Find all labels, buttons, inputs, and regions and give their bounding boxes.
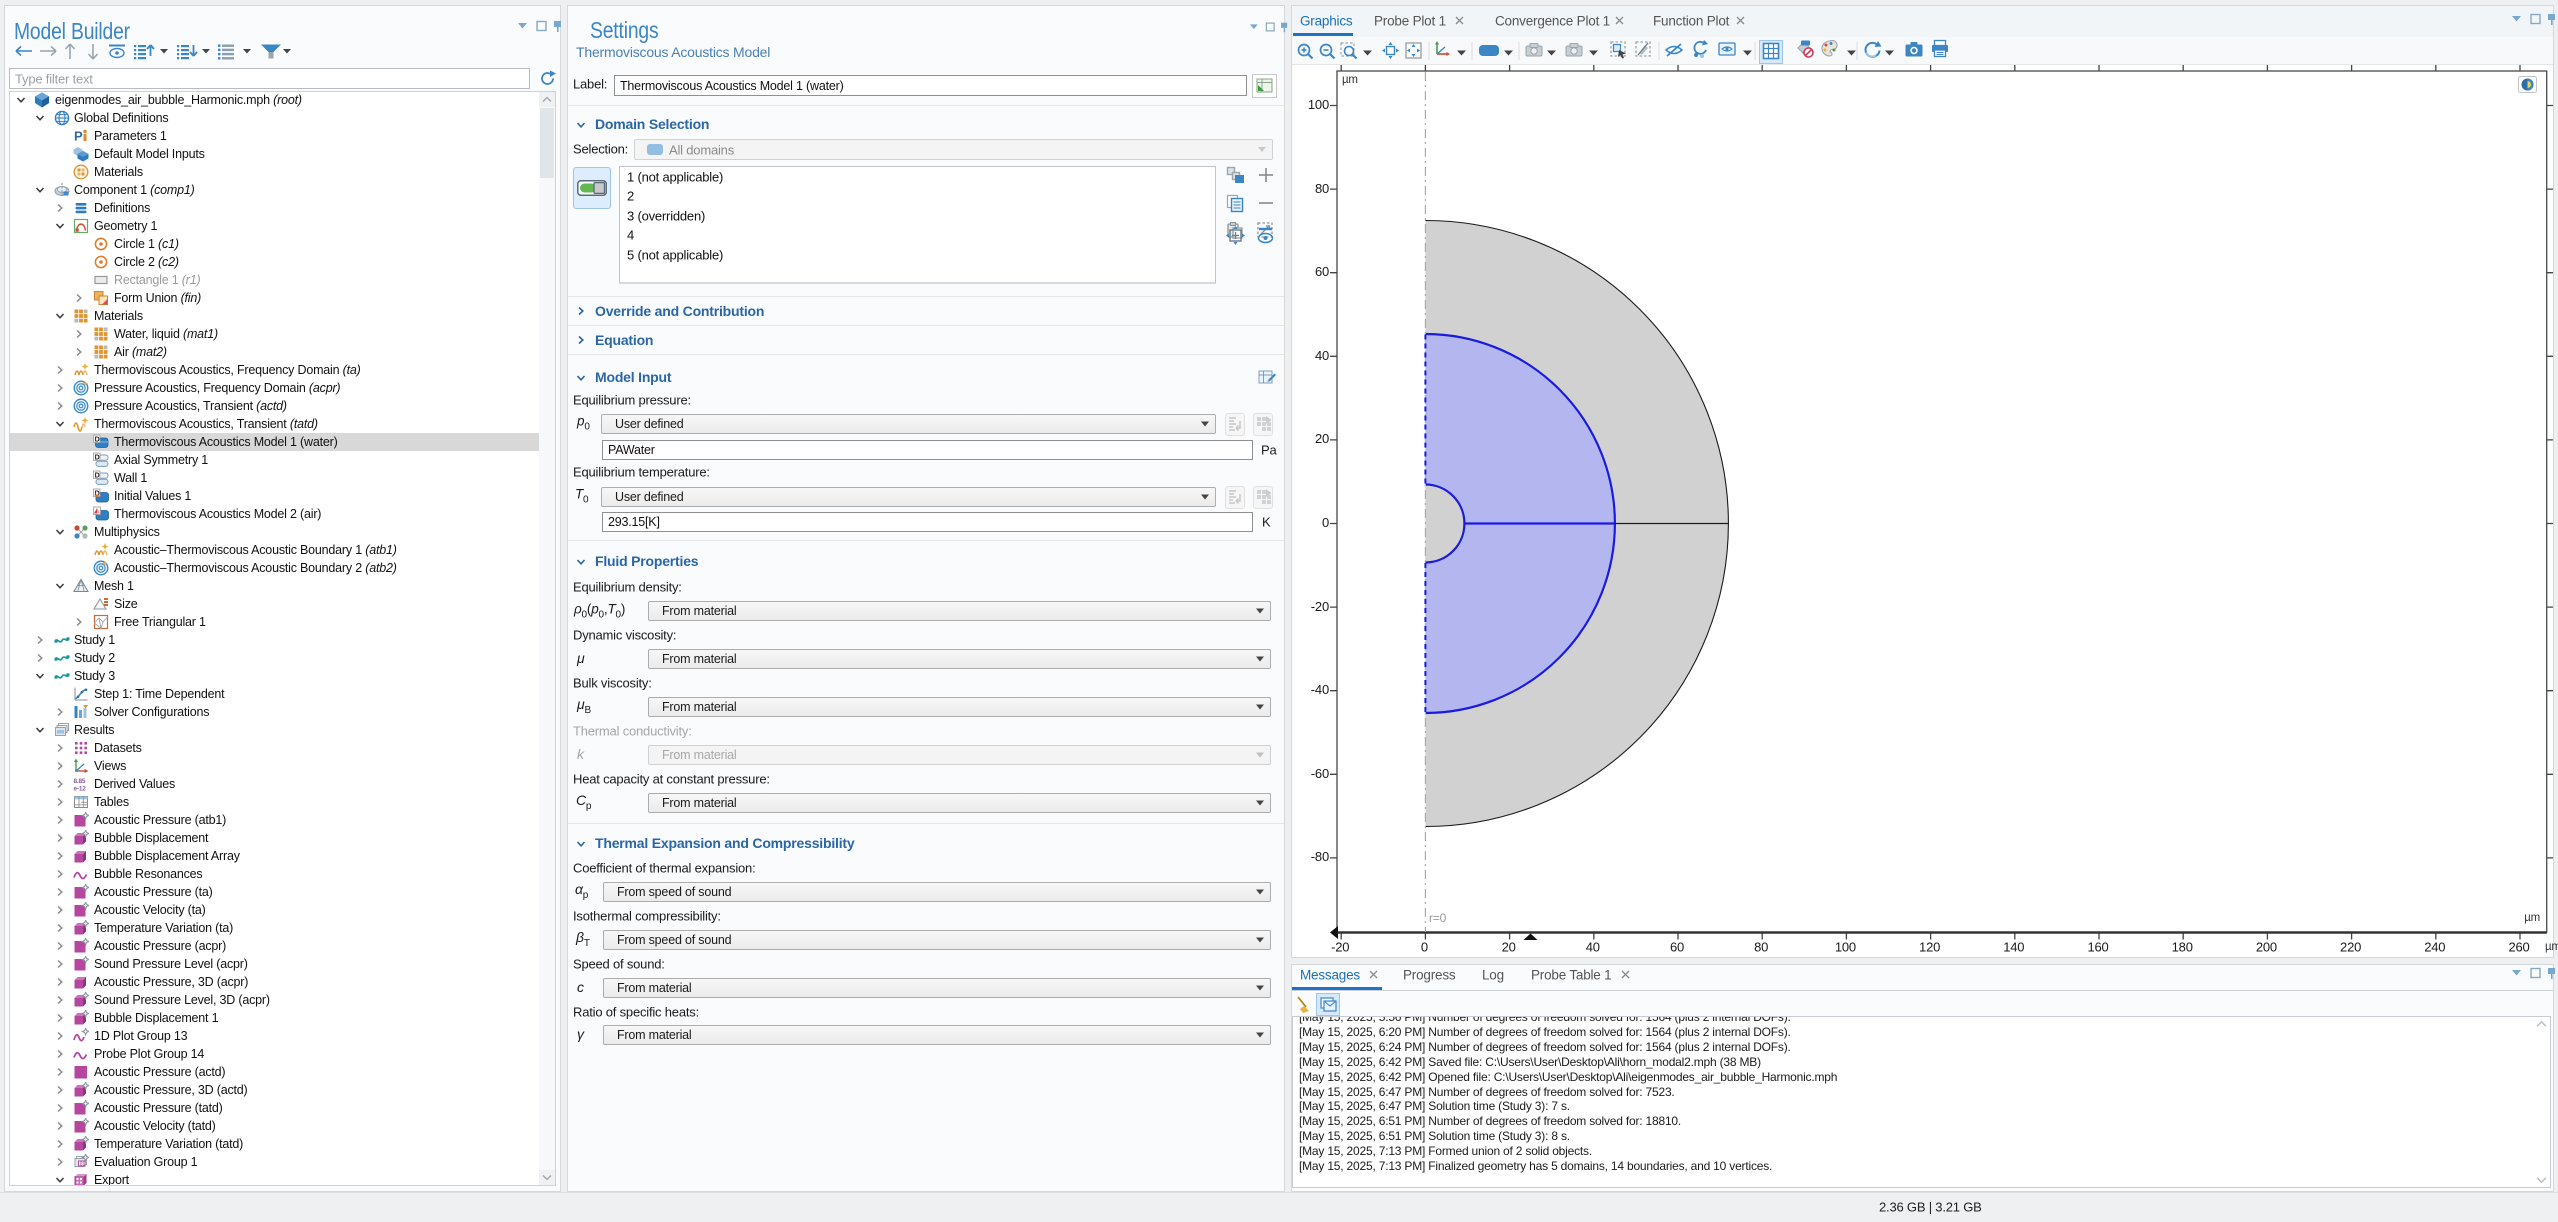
svg-text:e-12: e-12 bbox=[74, 786, 87, 793]
svg-text:P: P bbox=[74, 129, 83, 144]
svg-text:µm: µm bbox=[1342, 74, 1358, 86]
svg-text:D: D bbox=[95, 454, 100, 461]
svg-text:81: 81 bbox=[80, 1162, 86, 1168]
svg-text:8.85: 8.85 bbox=[74, 778, 86, 785]
svg-text:µm: µm bbox=[2524, 912, 2540, 924]
svg-text:D: D bbox=[95, 436, 100, 443]
svg-text:r=0: r=0 bbox=[1429, 911, 1447, 925]
svg-text:D: D bbox=[95, 472, 100, 479]
svg-text:D: D bbox=[95, 490, 100, 497]
